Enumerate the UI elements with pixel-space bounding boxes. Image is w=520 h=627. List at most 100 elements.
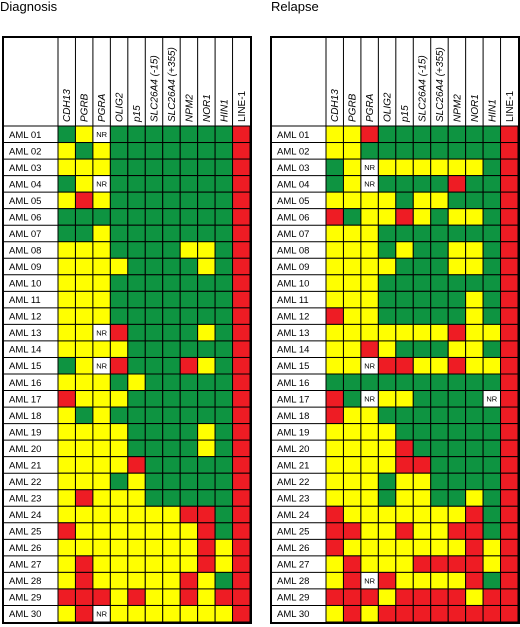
heatmap-cell xyxy=(144,142,164,160)
heatmap-cell xyxy=(395,423,414,441)
row-label: AML 08 xyxy=(9,246,41,257)
heatmap-cell xyxy=(144,191,164,210)
heatmap-cell xyxy=(447,340,467,358)
heatmap-cell xyxy=(412,472,432,491)
heatmap-cell xyxy=(92,142,111,160)
heatmap-cell xyxy=(109,456,129,474)
heatmap-cell xyxy=(232,356,250,375)
nr-label: NR xyxy=(96,180,107,189)
heatmap-cell xyxy=(92,208,111,226)
heatmap-cell xyxy=(144,125,164,144)
heatmap-cell xyxy=(500,208,518,226)
heatmap-cell xyxy=(214,538,234,557)
heatmap-cell xyxy=(447,489,467,507)
row-label: AML 19 xyxy=(277,427,309,438)
heatmap-cell xyxy=(500,158,518,177)
heatmap-cell xyxy=(412,290,432,309)
heatmap-cell xyxy=(447,505,467,524)
heatmap-cell xyxy=(197,208,216,226)
heatmap-cell xyxy=(482,257,502,276)
heatmap-cell xyxy=(179,604,199,622)
heatmap-cell xyxy=(395,307,414,325)
heatmap-cell xyxy=(109,522,129,540)
heatmap-cell xyxy=(197,406,216,425)
row-label: AML 20 xyxy=(9,444,41,455)
heatmap-cell xyxy=(214,307,234,325)
heatmap-cell xyxy=(197,175,216,193)
heatmap-cell xyxy=(144,290,164,309)
heatmap-cell xyxy=(127,439,146,458)
heatmap-cell xyxy=(360,538,379,557)
heatmap-cell xyxy=(57,323,76,342)
heatmap-cell xyxy=(57,555,76,573)
column-label: SLC26A4 (+355) xyxy=(167,47,178,122)
heatmap-cell xyxy=(465,390,484,408)
heatmap-cell xyxy=(197,340,216,358)
heatmap-cell xyxy=(74,555,94,573)
heatmap-cell xyxy=(74,175,94,193)
heatmap-cell xyxy=(360,125,379,144)
heatmap-cell xyxy=(144,390,164,408)
heatmap-cell xyxy=(395,505,414,524)
heatmap-cell xyxy=(197,274,216,292)
heatmap-cell xyxy=(412,373,432,392)
heatmap-cell xyxy=(377,290,397,309)
heatmap-cell xyxy=(109,208,129,226)
heatmap-cell xyxy=(500,555,518,573)
heatmap-cell xyxy=(197,571,216,590)
heatmap-cell xyxy=(395,439,414,458)
heatmap-cell xyxy=(74,356,94,375)
heatmap-cell xyxy=(197,356,216,375)
heatmap-cell xyxy=(162,604,181,622)
heatmap-cell xyxy=(57,505,76,524)
heatmap-cell xyxy=(232,257,250,276)
heatmap-cell xyxy=(179,340,199,358)
heatmap-cell xyxy=(109,555,129,573)
heatmap-cell xyxy=(179,555,199,573)
heatmap-cell xyxy=(395,406,414,425)
heatmap-cell xyxy=(214,175,234,193)
heatmap-cell xyxy=(412,390,432,408)
heatmap-cell xyxy=(127,489,146,507)
heatmap-cell xyxy=(179,439,199,458)
heatmap-cell xyxy=(57,489,76,507)
heatmap-cell xyxy=(412,439,432,458)
heatmap-cell xyxy=(430,472,449,491)
heatmap-cell xyxy=(395,142,414,160)
row-label: AML 09 xyxy=(9,262,41,273)
heatmap-cell xyxy=(482,588,502,606)
heatmap-cell xyxy=(197,538,216,557)
heatmap-cell xyxy=(412,224,432,243)
heatmap-cell xyxy=(127,505,146,524)
heatmap-cell xyxy=(325,423,344,441)
nr-label: NR xyxy=(96,328,107,337)
heatmap-cell xyxy=(342,505,362,524)
row-label: AML 07 xyxy=(277,229,309,240)
heatmap-cell xyxy=(179,274,199,292)
heatmap-cell xyxy=(447,290,467,309)
heatmap-cell xyxy=(377,307,397,325)
heatmap-cell xyxy=(74,224,94,243)
heatmap-cell xyxy=(92,191,111,210)
heatmap-cell xyxy=(465,373,484,392)
heatmap-cell xyxy=(500,307,518,325)
heatmap-cell xyxy=(430,125,449,144)
heatmap-cell xyxy=(395,175,414,193)
column-label: OLIG2 xyxy=(115,92,126,122)
heatmap-cell xyxy=(325,604,344,622)
heatmap-cell xyxy=(482,340,502,358)
heatmap-cell xyxy=(214,142,234,160)
heatmap-cell xyxy=(179,257,199,276)
heatmap-cell xyxy=(325,571,344,590)
row-label: AML 21 xyxy=(277,460,309,471)
heatmap-cell xyxy=(412,571,432,590)
heatmap-cell xyxy=(127,604,146,622)
heatmap-cell xyxy=(92,439,111,458)
heatmap-cell xyxy=(447,456,467,474)
diagnosis-panel-title: Diagnosis xyxy=(0,0,58,14)
heatmap-cell xyxy=(109,290,129,309)
heatmap-cell xyxy=(232,390,250,408)
heatmap-cell xyxy=(342,472,362,491)
heatmap-cell xyxy=(214,373,234,392)
heatmap-cell xyxy=(325,323,344,342)
